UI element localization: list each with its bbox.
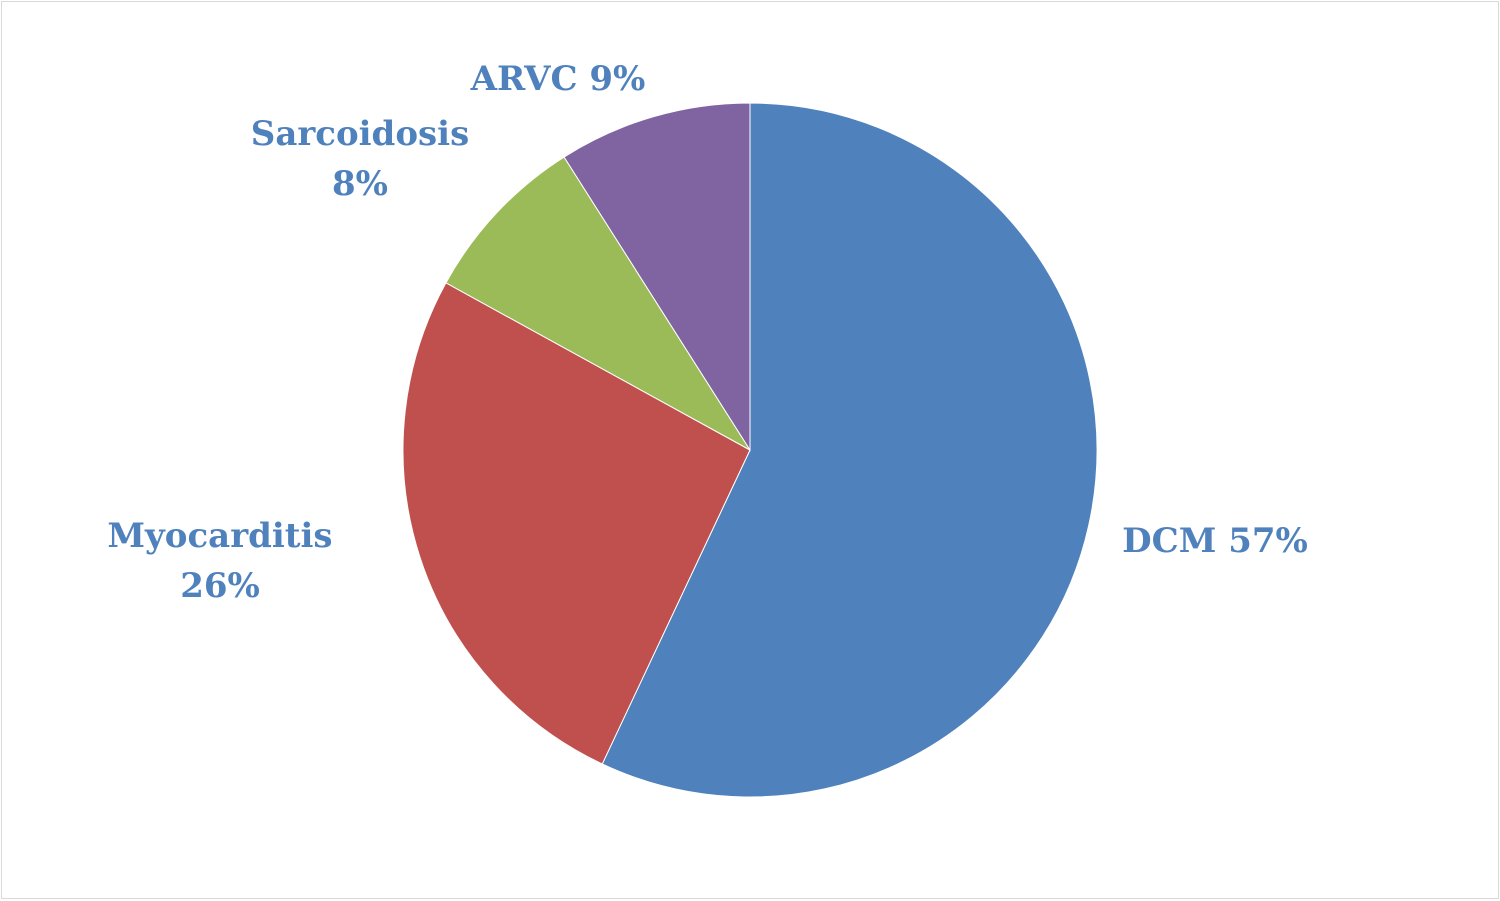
slice-label-arvc: ARVC 9% [470,59,646,99]
slice-label-myocarditis: Myocarditis 26% [107,516,332,606]
pie-slice-arvc [563,102,751,452]
pie-slice-sarcoidosis [445,156,751,451]
slice-label-sarcoidosis: Sarcoidosis 8% [251,114,469,204]
pie-slice-myocarditis [402,282,751,765]
pie-slice-dcm [601,102,1098,798]
slice-label-dcm: DCM 57% [1122,521,1308,561]
